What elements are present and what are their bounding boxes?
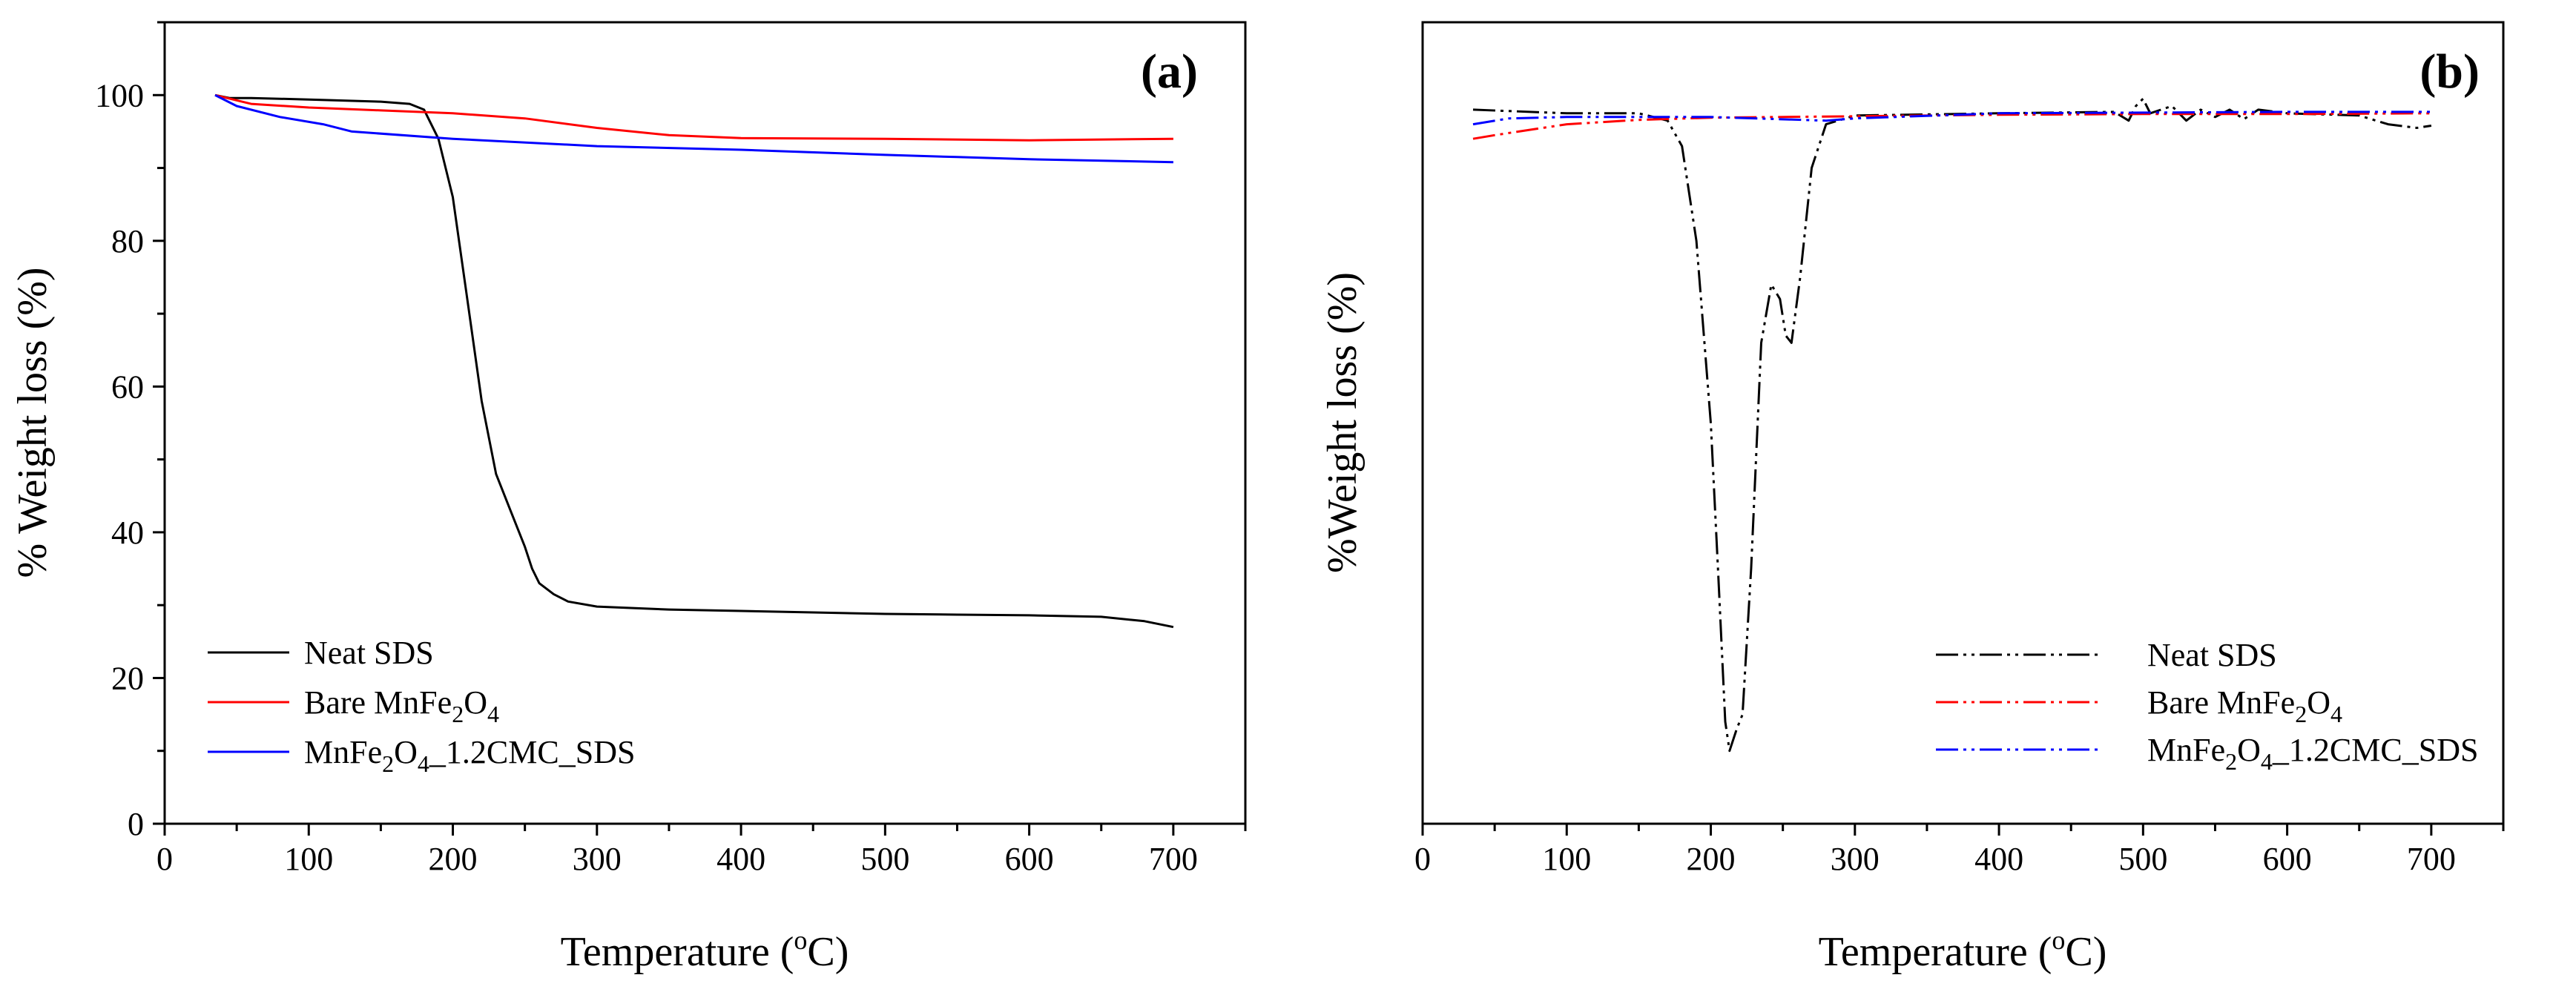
legend-label: Neat SDS [2147,637,2277,673]
y-axis-a: 0 20 40 60 80 100 [95,21,165,842]
y-axis-label-a: % Weight loss (%) [10,267,56,578]
series-group-b [1472,97,2432,753]
y-tick-label: 0 [128,806,144,842]
legend-label: MnFe2O4_1.2CMC_SDS [304,734,635,777]
series-line-0 [214,93,1174,629]
legend-label: Bare MnFe2O4 [2147,684,2342,727]
legend-label: Neat SDS [304,635,434,671]
plot-frame-b [1421,21,2505,825]
y-tick-label: 100 [95,77,144,113]
legend-a: Neat SDS Bare MnFe2O4 MnFe2O4_1.2CMC_SDS [208,635,635,777]
y-tick-label: 20 [111,660,144,696]
series-line-2 [1472,110,2431,126]
x-tick-label: 600 [1005,841,1054,877]
legend-label: Bare MnFe2O4 [304,684,499,727]
plot-frame-a [163,21,1247,825]
panel-b: (b) 0 100 200 300 400 500 600 700 Neat SDS Bare … [1320,21,2505,975]
series-group-a [214,93,1174,629]
x-tick-label: 200 [429,841,478,877]
series-line-0 [1472,97,2432,753]
legend-b: Neat SDS Bare MnFe2O4 MnFe2O4_1.2CMC_SDS [1936,637,2478,775]
y-tick-label: 40 [111,515,144,551]
y-tick-label: 80 [111,223,144,260]
panel-label-a: (a) [1141,44,1198,99]
x-tick-label: 300 [573,841,622,877]
panel-label-b: (b) [2419,44,2480,99]
x-tick-label: 400 [1974,841,2023,877]
x-tick-label: 500 [860,841,909,877]
x-axis-label-a: Temperature (oC) [561,925,849,975]
series-line-1 [1472,112,2431,140]
x-tick-label: 600 [2263,841,2312,877]
x-tick-label: 100 [284,841,333,877]
x-axis-a: 0 100 200 300 400 500 600 700 [157,824,1247,877]
x-tick-label: 300 [1831,841,1880,877]
x-tick-label: 700 [2407,841,2456,877]
legend-label: MnFe2O4_1.2CMC_SDS [2147,732,2478,775]
series-line-1 [214,93,1173,142]
series-line-2 [214,93,1173,164]
x-axis-label-b: Temperature (oC) [1819,925,2107,975]
y-tick-label: 60 [111,368,144,405]
x-tick-label: 0 [1414,841,1431,877]
x-tick-label: 700 [1149,841,1198,877]
x-tick-label: 400 [717,841,765,877]
x-axis-b: 0 100 200 300 400 500 600 700 [1414,824,2505,877]
x-tick-label: 0 [157,841,173,877]
x-tick-label: 100 [1542,841,1591,877]
x-tick-label: 500 [2118,841,2167,877]
x-tick-label: 200 [1687,841,1736,877]
y-axis-label-b: %Weight loss (%) [1320,272,1366,573]
panel-a: (a) 0 100 200 300 400 500 600 700 020406080100 … [10,21,1247,975]
